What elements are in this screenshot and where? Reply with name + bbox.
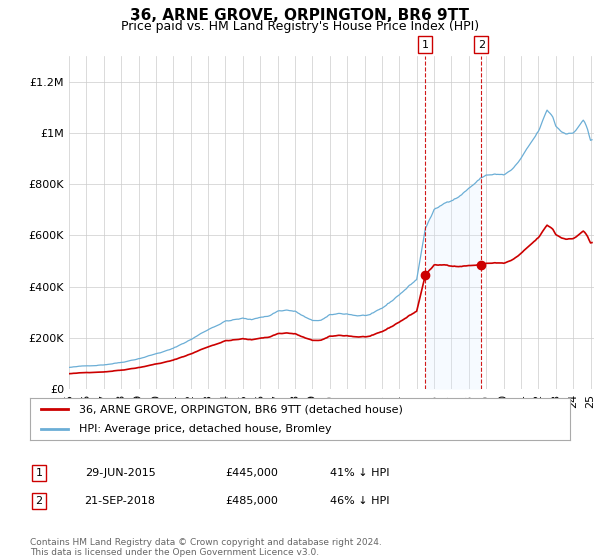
Text: 21-SEP-2018: 21-SEP-2018: [85, 496, 155, 506]
Text: Contains HM Land Registry data © Crown copyright and database right 2024.
This d: Contains HM Land Registry data © Crown c…: [30, 538, 382, 557]
Text: 1: 1: [422, 40, 429, 50]
Text: 46% ↓ HPI: 46% ↓ HPI: [330, 496, 390, 506]
Text: £485,000: £485,000: [226, 496, 278, 506]
Text: 29-JUN-2015: 29-JUN-2015: [85, 468, 155, 478]
Text: 2: 2: [35, 496, 43, 506]
Text: £445,000: £445,000: [226, 468, 278, 478]
Text: 41% ↓ HPI: 41% ↓ HPI: [330, 468, 390, 478]
Text: 36, ARNE GROVE, ORPINGTON, BR6 9TT (detached house): 36, ARNE GROVE, ORPINGTON, BR6 9TT (deta…: [79, 404, 403, 414]
Text: Price paid vs. HM Land Registry's House Price Index (HPI): Price paid vs. HM Land Registry's House …: [121, 20, 479, 32]
Text: 1: 1: [35, 468, 43, 478]
Text: 2: 2: [478, 40, 485, 50]
Text: 36, ARNE GROVE, ORPINGTON, BR6 9TT: 36, ARNE GROVE, ORPINGTON, BR6 9TT: [131, 8, 470, 24]
Text: HPI: Average price, detached house, Bromley: HPI: Average price, detached house, Brom…: [79, 424, 331, 434]
